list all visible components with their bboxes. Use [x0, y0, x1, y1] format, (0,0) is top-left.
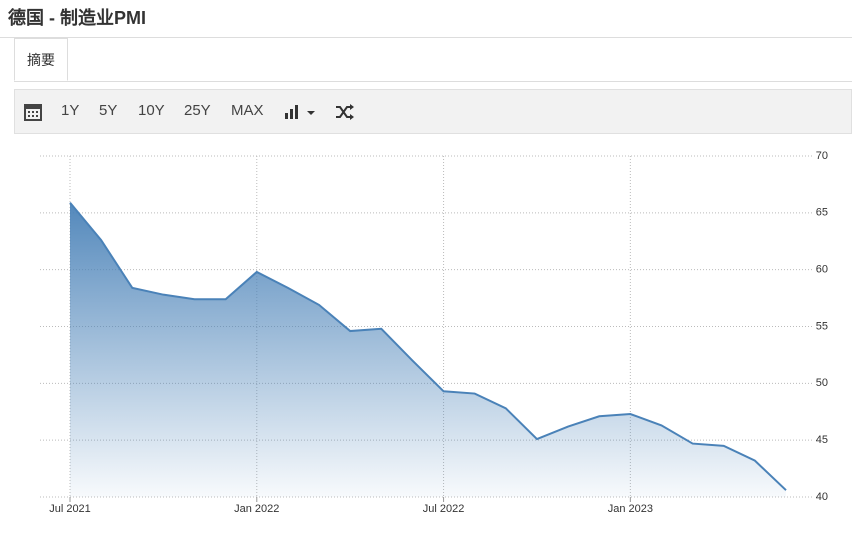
x-tick-label: Jan 2022 — [234, 503, 279, 515]
x-tick-label: Jul 2022 — [423, 503, 465, 515]
x-tick-label: Jul 2021 — [49, 503, 91, 515]
range-button[interactable]: 5Y — [99, 102, 118, 119]
line — [69, 201, 787, 491]
y-tick-label: 45 — [816, 434, 828, 446]
x-tick-label: Jan 2023 — [608, 503, 653, 515]
y-tick-label: 70 — [816, 150, 828, 162]
range-button[interactable]: 25Y — [184, 102, 211, 119]
range-button[interactable]: MAX — [231, 102, 264, 119]
y-tick-label: 55 — [816, 320, 828, 332]
shuffle-icon[interactable] — [335, 103, 355, 121]
range-button[interactable]: 1Y — [61, 102, 80, 119]
page-title: 德国 - 制造业PMI — [8, 8, 146, 28]
y-tick-label: 65 — [816, 207, 828, 219]
chart-type-icon[interactable] — [283, 103, 319, 121]
area — [70, 202, 786, 497]
calendar-icon[interactable] — [24, 103, 42, 121]
tab[interactable]: 摘要 — [14, 38, 68, 81]
divider — [14, 81, 852, 82]
toolbar: 1Y 5Y 10Y 25Y MAX — [14, 89, 852, 134]
y-tick-label: 50 — [816, 377, 828, 389]
y-tick-label: 60 — [816, 264, 828, 276]
range-button[interactable]: 10Y — [138, 102, 165, 119]
chart: 40 45 50 55 60 65 70 Jul 2021 Jan 2022 Jul 2022 Ja… — [40, 150, 828, 515]
y-tick-label: 40 — [816, 491, 828, 503]
divider — [0, 37, 852, 38]
